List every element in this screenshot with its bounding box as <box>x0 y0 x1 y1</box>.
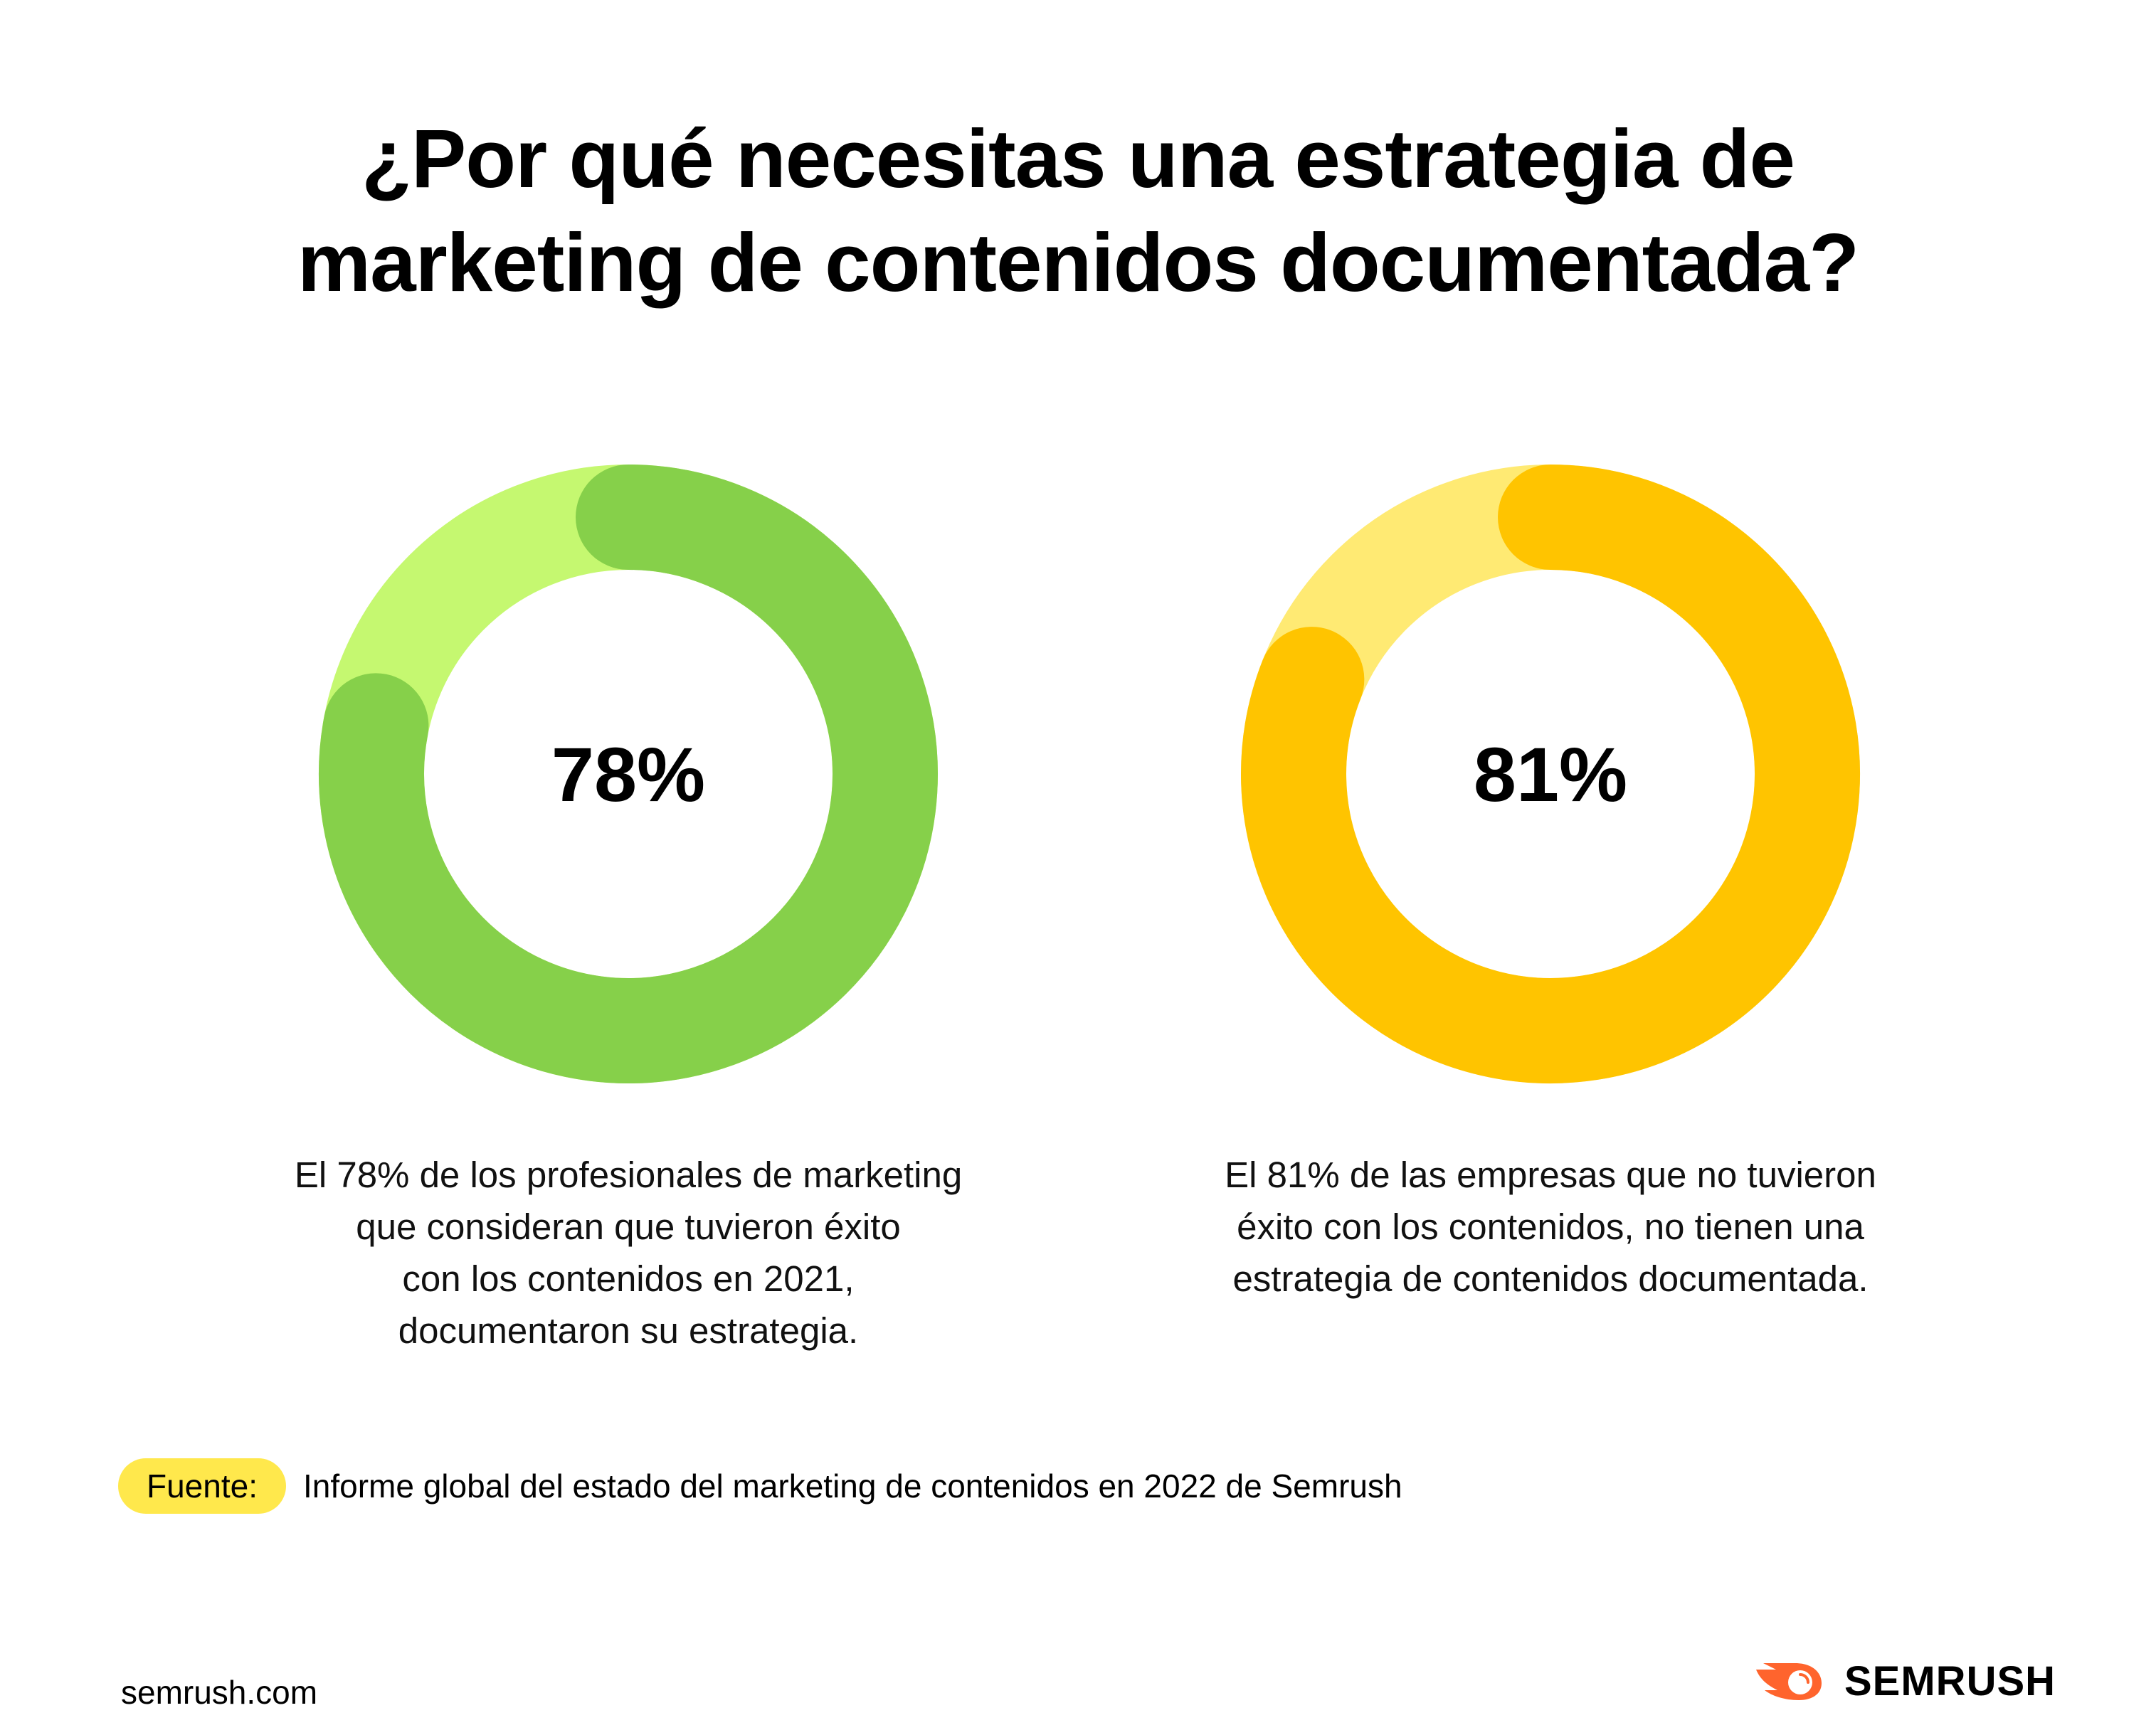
donut-center-label: 81% <box>1474 731 1627 817</box>
donut-center-label: 78% <box>551 731 705 817</box>
donut-value-segment <box>1241 465 1860 1083</box>
source: Fuente: Informe global del estado del ma… <box>118 1458 1402 1514</box>
source-text: Informe global del estado del marketing … <box>303 1468 1402 1505</box>
donut-chart-78: 78% <box>319 465 938 1083</box>
semrush-flame-icon <box>1756 1662 1822 1700</box>
description-line: que consideran que tuvieron éxito <box>356 1206 901 1247</box>
page-title: ¿Por qué necesitas una estrategia de mar… <box>0 107 2156 314</box>
semrush-logo: SEMRUSH <box>1756 1657 2056 1705</box>
donut-value-segment <box>319 465 938 1083</box>
description-81: El 81% de las empresas que no tuvieron é… <box>1124 1149 1977 1305</box>
title-line-1: ¿Por qué necesitas una estrategia de <box>361 112 1795 205</box>
site-url: semrush.com <box>121 1674 318 1711</box>
donut-chart-81: 81% <box>1241 465 1860 1083</box>
source-label-pill: Fuente: <box>118 1458 286 1514</box>
description-line: éxito con los contenidos, no tienen una <box>1237 1206 1864 1247</box>
title-line-2: marketing de contenidos documentada? <box>297 216 1859 309</box>
description-line: El 81% de las empresas que no tuvieron <box>1225 1155 1876 1195</box>
description-line: El 78% de los profesionales de marketing <box>294 1155 963 1195</box>
description-line: con los contenidos en 2021, <box>402 1258 855 1299</box>
description-line: documentaron su estrategia. <box>398 1310 859 1351</box>
description-line: estrategia de contenidos documentada. <box>1232 1258 1869 1299</box>
logo-text: SEMRUSH <box>1844 1658 2056 1704</box>
description-78: El 78% de los profesionales de marketing… <box>201 1149 1055 1357</box>
